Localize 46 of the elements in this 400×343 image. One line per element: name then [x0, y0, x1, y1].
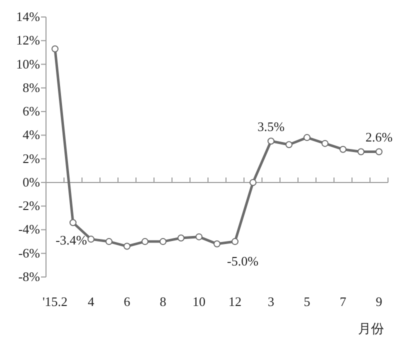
y-tick-label: 14%	[16, 9, 40, 24]
x-tick-label: 12	[228, 294, 242, 309]
point	[142, 238, 148, 246]
y-tick-label: -8%	[18, 269, 40, 284]
point	[340, 146, 346, 153]
x-tick-label: 10	[192, 294, 206, 309]
point	[124, 242, 130, 250]
x-tick-label: 3	[268, 294, 274, 309]
y-tick-label: 4%	[22, 127, 40, 142]
x-axis-title: 月份	[358, 321, 384, 336]
point	[376, 148, 382, 156]
y-tick-label: 8%	[22, 80, 40, 95]
x-tick-label: 5	[304, 294, 310, 309]
point	[358, 148, 364, 156]
point	[268, 138, 274, 145]
y-tick-label: 12%	[16, 32, 40, 48]
point	[286, 141, 292, 148]
point	[250, 178, 256, 186]
y-tick-label: -6%	[18, 245, 40, 260]
x-tick-label: 7	[340, 294, 347, 309]
annotation: 3.5%	[257, 119, 285, 134]
point	[178, 234, 184, 242]
point	[88, 236, 94, 243]
annotation: -3.4%	[56, 232, 88, 248]
x-tick-label: 6	[124, 294, 131, 309]
x-tick-label: 4	[88, 294, 95, 309]
point	[106, 238, 112, 246]
point	[160, 238, 166, 246]
point	[304, 134, 310, 142]
point	[322, 140, 328, 147]
y-tick-label: 6%	[22, 104, 40, 119]
annotation: -5.0%	[227, 254, 259, 269]
x-tick-label: 8	[160, 294, 166, 309]
y-tick-label: 2%	[22, 150, 40, 166]
annotation: 2.6%	[365, 130, 393, 145]
y-tick-label: 0%	[22, 174, 40, 190]
x-tick-label: 9	[376, 294, 382, 309]
point	[70, 219, 76, 226]
y-tick-label: -2%	[18, 198, 40, 214]
point	[232, 238, 238, 246]
x-tick-label: '15.2	[42, 294, 68, 309]
y-tick-label: 10%	[16, 56, 40, 72]
point	[52, 45, 58, 52]
point	[196, 233, 202, 240]
point	[214, 240, 220, 248]
y-tick-label: -4%	[18, 222, 40, 237]
